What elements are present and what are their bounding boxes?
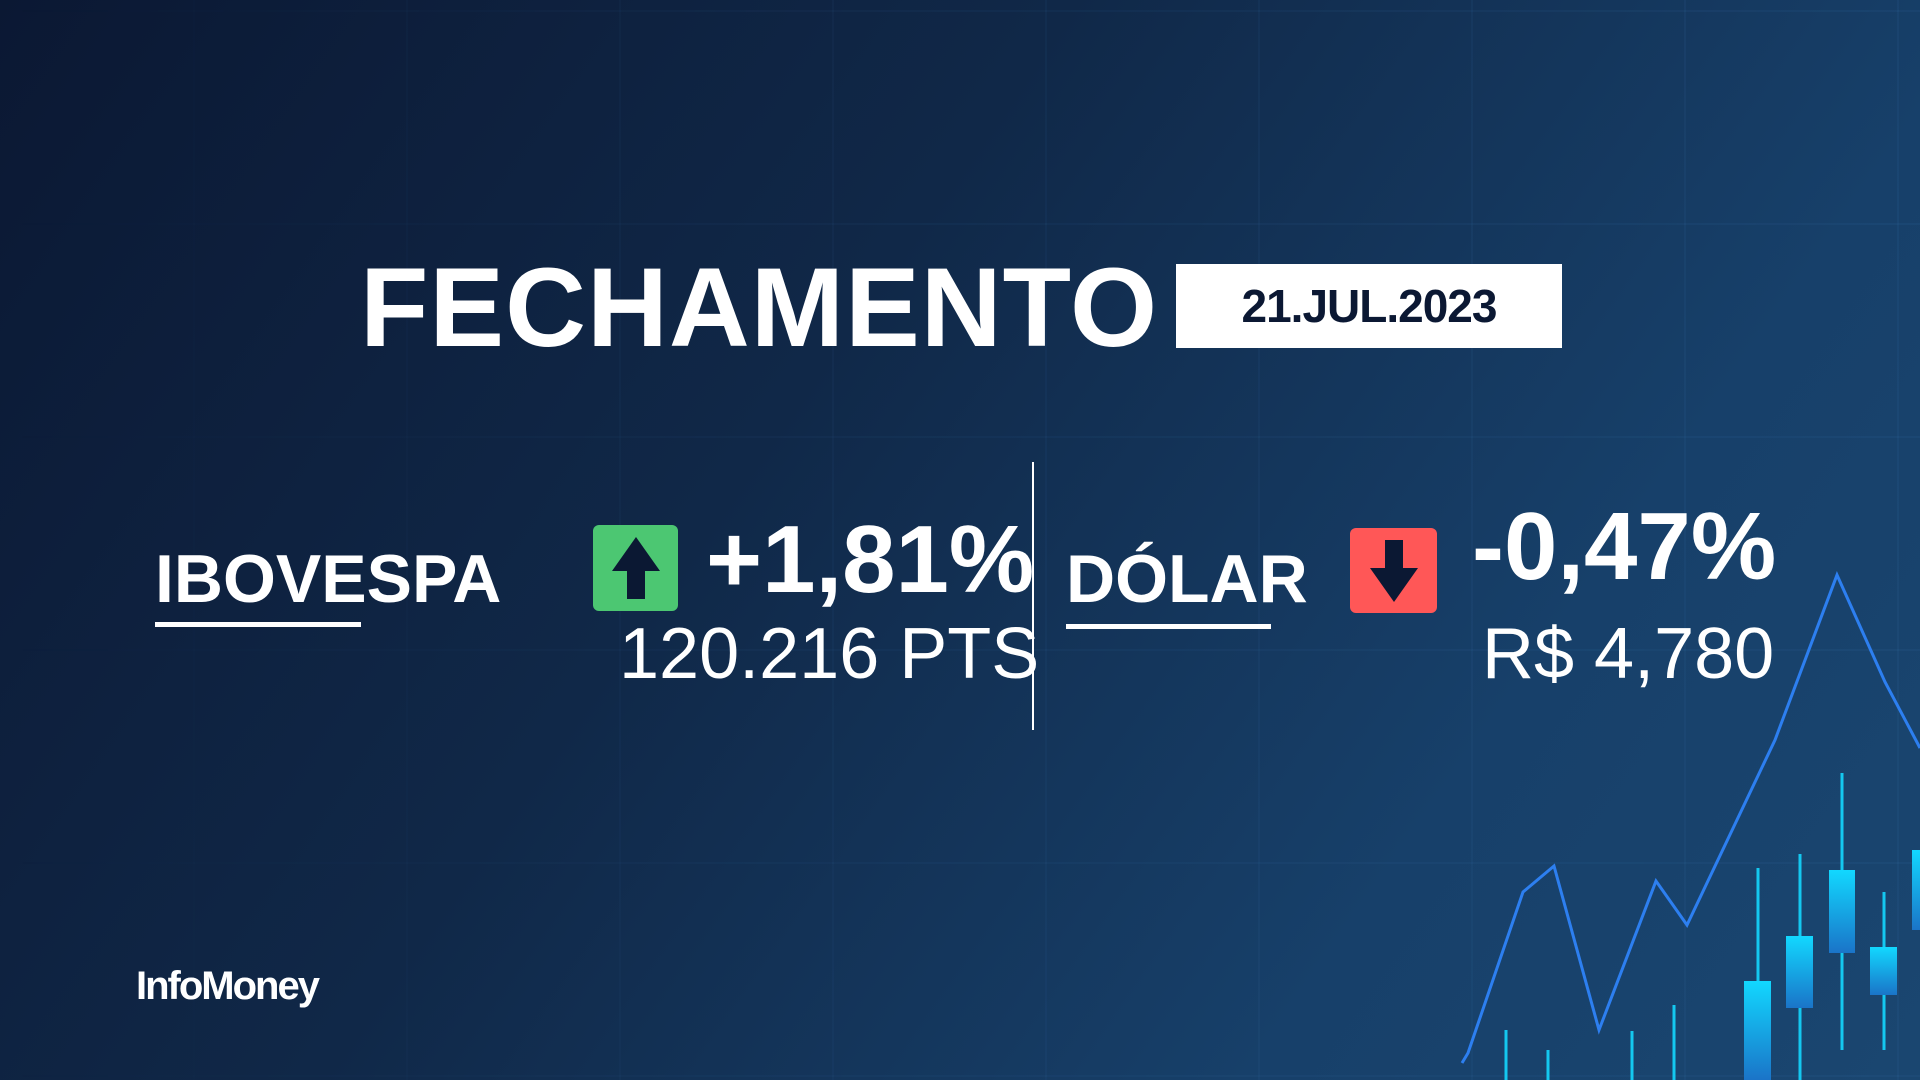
date-badge: 21.JUL.2023: [1176, 264, 1562, 348]
ibovespa-label: IBOVESPA: [155, 541, 502, 617]
dolar-underline: [1066, 624, 1271, 629]
dolar-value: R$ 4,780: [1482, 614, 1775, 694]
dolar-change: -0,47%: [1472, 493, 1777, 600]
page-title: FECHAMENTO: [360, 245, 1159, 370]
candle-body: [1786, 936, 1813, 1008]
candle-body: [1912, 850, 1920, 930]
infomoney-logo: InfoMoney: [136, 964, 320, 1008]
divider: [1032, 462, 1034, 730]
dolar-label: DÓLAR: [1066, 541, 1308, 617]
candle-body: [1829, 870, 1855, 953]
ibovespa-up-badge: [593, 525, 678, 611]
candle-body: [1744, 981, 1771, 1080]
ibovespa-underline: [155, 622, 361, 627]
date-text: 21.JUL.2023: [1241, 280, 1498, 332]
candle-body: [1870, 947, 1897, 995]
ibovespa-value: 120.216 PTS: [619, 614, 1040, 694]
trend-line: [1460, 571, 1920, 1064]
arrow-down-icon: [1369, 539, 1418, 602]
ibovespa-change: +1,81%: [706, 506, 1035, 613]
dolar-down-badge: [1350, 528, 1437, 613]
arrow-up-icon: [611, 537, 660, 599]
